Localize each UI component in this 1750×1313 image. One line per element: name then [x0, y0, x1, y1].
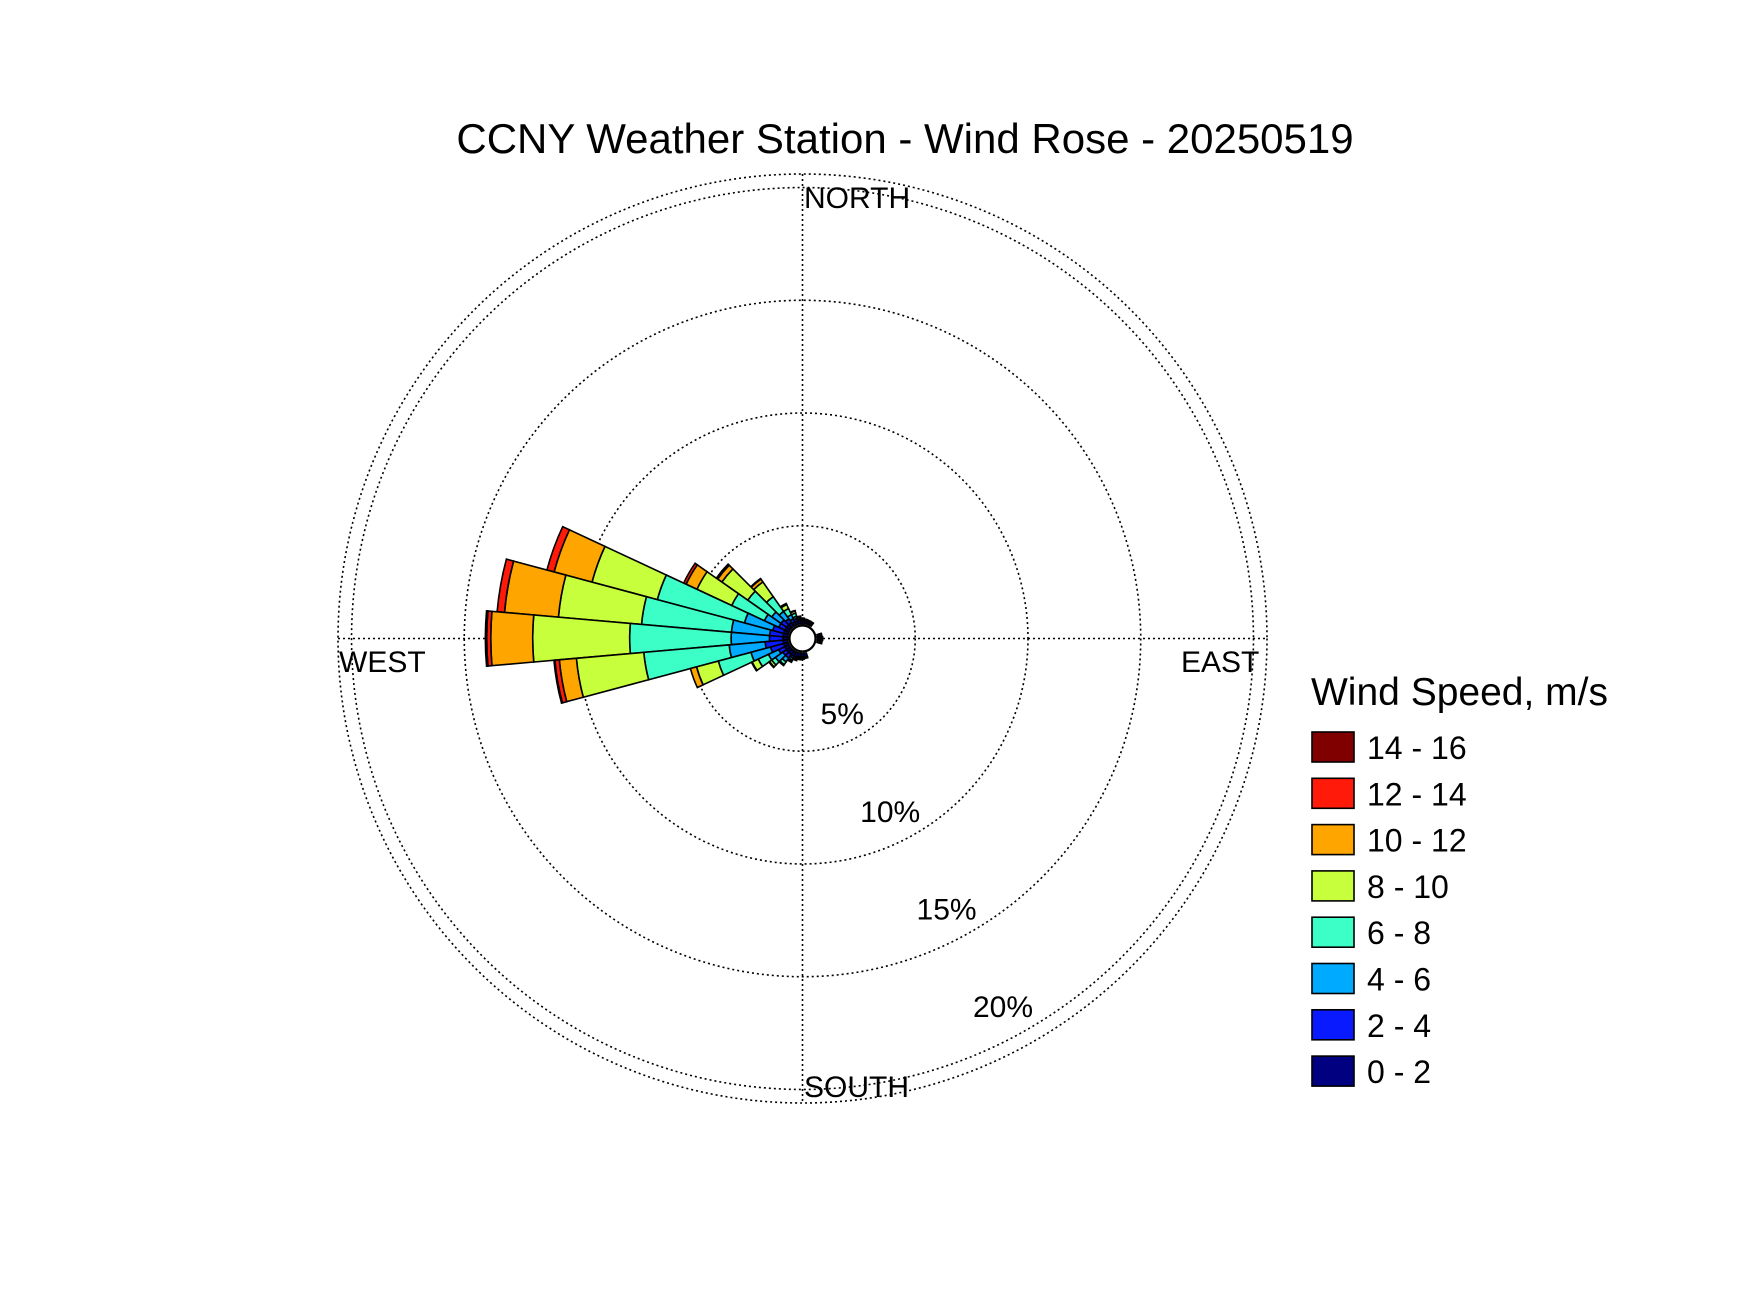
wedge-300-12-14 [682, 562, 699, 586]
legend-item-2-4: 2 - 4 [1311, 1008, 1431, 1044]
chart-title: CCNY Weather Station - Wind Rose - 20250… [456, 115, 1353, 162]
sector-300 [682, 562, 792, 634]
calm-center-circle [788, 624, 817, 653]
legend-label-8-10: 8 - 10 [1367, 869, 1449, 905]
wedge-170-8-10 [803, 656, 809, 660]
legend-item-4-6: 4 - 6 [1311, 962, 1431, 998]
legend-swatch-14-16 [1311, 731, 1355, 763]
wedge-320-12-14 [749, 577, 763, 589]
legend-label-6-8: 6 - 8 [1367, 915, 1431, 951]
wedge-0-8-10 [799, 617, 806, 620]
wedge-280-12-14 [496, 558, 515, 614]
sector-310 [715, 562, 794, 632]
direction-label-east: EAST [1181, 646, 1259, 679]
radial-tick-label-10: 10% [860, 796, 920, 829]
sector-80 [816, 632, 823, 639]
legend-swatch-8-10 [1311, 870, 1355, 902]
wedge-240-10-12 [750, 660, 759, 672]
sector-0 [799, 617, 806, 625]
legend-label-14-16: 14 - 16 [1367, 730, 1467, 766]
legend-label-12-14: 12 - 14 [1367, 776, 1467, 812]
legend-item-6-8: 6 - 8 [1311, 915, 1431, 951]
legend: Wind Speed, m/s 14 - 16 12 - 14 10 - 12 8 -… [1311, 671, 1608, 1090]
legend-swatch-4-6 [1311, 962, 1355, 995]
wedge-230-10-12 [767, 660, 776, 669]
legend-swatch-10-12 [1311, 823, 1355, 856]
radial-tick-label-5: 5% [821, 698, 864, 731]
legend-label-0-2: 0 - 2 [1367, 1054, 1431, 1090]
wedge-260-8-10 [575, 651, 650, 699]
wedge-200-8-10 [791, 657, 798, 662]
wedge-260-14-16 [553, 659, 564, 705]
radial-tick-label-15: 15% [917, 893, 977, 926]
grid-ring-15 [463, 299, 1142, 978]
legend-swatch-6-8 [1311, 916, 1355, 949]
outer-grid-ring [337, 173, 1268, 1104]
legend-label-2-4: 2 - 4 [1367, 1008, 1431, 1044]
legend-label-10-12: 10 - 12 [1367, 823, 1467, 859]
sector-260 [553, 638, 789, 705]
wind-rose-wedges [484, 525, 824, 705]
wedge-290-12-14 [545, 525, 571, 573]
wedge-270-14-16 [484, 609, 489, 668]
legend-item-12-14: 12 - 14 [1311, 776, 1467, 812]
legend-item-14-16: 14 - 16 [1311, 730, 1467, 766]
direction-label-north: NORTH [804, 182, 910, 215]
wedge-210-8-10 [786, 657, 793, 664]
legend-label-4-6: 4 - 6 [1367, 962, 1431, 998]
legend-items: 14 - 16 12 - 14 10 - 12 8 - 10 6 - 8 4 - 6 2 -… [1311, 730, 1467, 1090]
wedge-270-10-12 [489, 610, 535, 667]
sector-170 [802, 652, 809, 660]
polar-grid [337, 173, 1268, 1104]
legend-item-10-12: 10 - 12 [1311, 823, 1467, 859]
legend-swatch-12-14 [1311, 777, 1355, 810]
sector-280 [496, 558, 789, 639]
sector-250 [689, 641, 790, 689]
wedge-220-8-10 [778, 659, 786, 667]
legend-item-0-2: 0 - 2 [1311, 1054, 1431, 1090]
direction-label-west: WEST [339, 646, 426, 679]
wedge-250-10-12 [689, 665, 705, 689]
wedge-80-6-8 [819, 632, 823, 638]
legend-swatch-2-4 [1311, 1008, 1355, 1041]
sector-230 [767, 645, 794, 669]
legend-item-8-10: 8 - 10 [1311, 869, 1449, 905]
grid-ring-10 [576, 412, 1029, 865]
sector-270 [484, 609, 789, 668]
legend-title: Wind Speed, m/s [1311, 671, 1608, 714]
wedge-310-12-14 [715, 562, 731, 581]
direction-label-south: SOUTH [804, 1071, 909, 1104]
radial-tick-labels: 5% 10% 15% 20% [821, 698, 1033, 1024]
legend-swatch-0-2 [1311, 1055, 1355, 1087]
radial-tick-label-20: 20% [973, 991, 1033, 1024]
